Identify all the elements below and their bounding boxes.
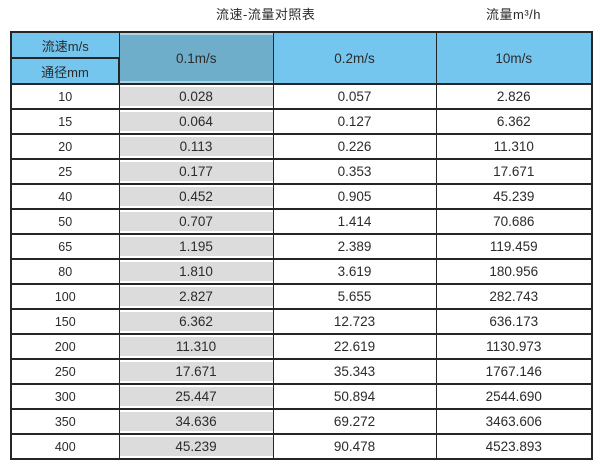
diameter-cell: 350 — [10, 408, 120, 435]
flow-value-cell: 0.226 — [272, 133, 437, 160]
flow-value-cell: 282.743 — [435, 283, 593, 310]
page-title: 流速-流量对照表 — [216, 7, 316, 22]
column-header-0.2ms: 0.2m/s — [272, 31, 437, 85]
flow-value-cell: 11.310 — [435, 133, 593, 160]
diameter-cell: 65 — [10, 233, 120, 260]
column-header-0.1ms: 0.1m/s — [118, 31, 274, 85]
flow-value-cell: 2.389 — [272, 233, 437, 260]
flow-value-cell: 0.064 — [118, 108, 274, 135]
header-row-top: 流速m/s 0.1m/s 0.2m/s 10m/s — [10, 31, 593, 85]
flow-value-cell: 2.827 — [118, 283, 274, 310]
flow-value-cell: 34.636 — [118, 408, 274, 435]
table-row: 10 0.028 0.057 2.826 — [10, 83, 593, 110]
flow-value-cell: 17.671 — [435, 158, 593, 185]
flow-value-cell: 90.478 — [272, 433, 437, 460]
flow-value-cell: 22.619 — [272, 333, 437, 360]
diameter-cell: 400 — [10, 433, 120, 460]
flow-value-cell: 1767.146 — [435, 358, 593, 385]
diameter-cell: 80 — [10, 258, 120, 285]
flow-value-cell: 0.905 — [272, 183, 437, 210]
flow-value-cell: 0.028 — [118, 83, 274, 110]
flow-value-cell: 11.310 — [118, 333, 274, 360]
flow-value-cell: 1130.973 — [435, 333, 593, 360]
header-row-bottom: 通径mm — [10, 57, 592, 85]
diameter-cell: 15 — [10, 108, 120, 135]
flow-value-cell: 3.619 — [272, 258, 437, 285]
table-row: 250 17.671 35.343 1767.146 — [10, 358, 593, 385]
flow-value-cell: 0.057 — [272, 83, 437, 110]
column-header-10ms: 10m/s — [435, 31, 593, 85]
flow-value-cell: 25.447 — [118, 383, 274, 410]
corner-diameter-label: 通径mm — [10, 57, 120, 85]
flow-value-cell: 180.956 — [435, 258, 593, 285]
flow-value-cell: 6.362 — [118, 308, 274, 335]
flow-value-cell: 35.343 — [272, 358, 437, 385]
table-row: 150 6.362 12.723 636.173 — [10, 308, 593, 335]
table-body: 10 0.028 0.057 2.826 15 0.064 0.127 6.362 20 0.11… — [10, 83, 593, 460]
table-row: 100 2.827 5.655 282.743 — [10, 283, 593, 310]
table-row: 15 0.064 0.127 6.362 — [10, 108, 593, 135]
flow-value-cell: 2.826 — [435, 83, 593, 110]
table-row: 50 0.707 1.414 70.686 — [10, 208, 593, 235]
diameter-cell: 100 — [10, 283, 120, 310]
flow-value-cell: 1.414 — [272, 208, 437, 235]
flow-value-cell: 1.195 — [118, 233, 274, 260]
flow-value-cell: 12.723 — [272, 308, 437, 335]
flow-rate-table: 流速m/s 0.1m/s 0.2m/s 10m/s 通径mm 10 0.028 0.… — [10, 31, 593, 460]
flow-value-cell: 0.113 — [118, 133, 274, 160]
flow-value-cell: 0.353 — [272, 158, 437, 185]
flow-value-cell: 4523.893 — [435, 433, 593, 460]
table-row: 25 0.177 0.353 17.671 — [10, 158, 593, 185]
table-row: 40 0.452 0.905 45.239 — [10, 183, 593, 210]
flow-value-cell: 0.127 — [272, 108, 437, 135]
flow-value-cell: 0.707 — [118, 208, 274, 235]
table-header: 流速m/s 0.1m/s 0.2m/s 10m/s 通径mm — [10, 31, 593, 85]
flow-value-cell: 45.239 — [118, 433, 274, 460]
table-row: 65 1.195 2.389 119.459 — [10, 233, 593, 260]
table-row: 400 45.239 90.478 4523.893 — [10, 433, 593, 460]
flow-value-cell: 5.655 — [272, 283, 437, 310]
diameter-cell: 20 — [10, 133, 120, 160]
table-row: 350 34.636 69.272 3463.606 — [10, 408, 593, 435]
flow-value-cell: 636.173 — [435, 308, 593, 335]
flow-value-cell: 50.894 — [272, 383, 437, 410]
table-row: 300 25.447 50.894 2544.690 — [10, 383, 593, 410]
flow-value-cell: 119.459 — [435, 233, 593, 260]
diameter-cell: 50 — [10, 208, 120, 235]
flow-value-cell: 1.810 — [118, 258, 274, 285]
flow-value-cell: 2544.690 — [435, 383, 593, 410]
flow-value-cell: 6.362 — [435, 108, 593, 135]
table-row: 80 1.810 3.619 180.956 — [10, 258, 593, 285]
diameter-cell: 300 — [10, 383, 120, 410]
diameter-cell: 40 — [10, 183, 120, 210]
flow-value-cell: 17.671 — [118, 358, 274, 385]
diameter-cell: 10 — [10, 83, 120, 110]
flow-value-cell: 0.452 — [118, 183, 274, 210]
flow-value-cell: 69.272 — [272, 408, 437, 435]
diameter-cell: 25 — [10, 158, 120, 185]
corner-velocity-label: 流速m/s — [10, 31, 120, 59]
diameter-cell: 200 — [10, 333, 120, 360]
diameter-cell: 150 — [10, 308, 120, 335]
table-row: 20 0.113 0.226 11.310 — [10, 133, 593, 160]
flow-value-cell: 0.177 — [118, 158, 274, 185]
table-row: 200 11.310 22.619 1130.973 — [10, 333, 593, 360]
diameter-cell: 250 — [10, 358, 120, 385]
flow-value-cell: 45.239 — [435, 183, 593, 210]
flow-value-cell: 70.686 — [435, 208, 593, 235]
flow-unit-label: 流量m³/h — [486, 7, 542, 22]
flow-value-cell: 3463.606 — [435, 408, 593, 435]
